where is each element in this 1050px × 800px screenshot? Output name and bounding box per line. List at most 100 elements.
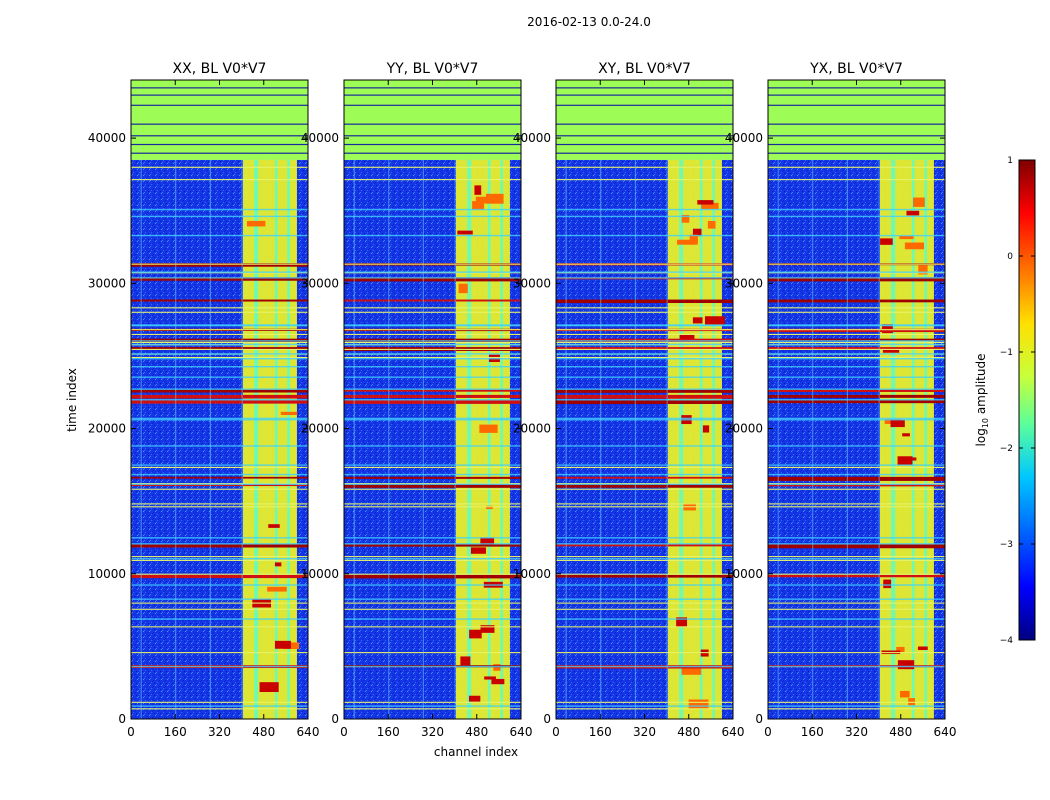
rfi-line [768, 665, 945, 668]
rfi-line [344, 341, 521, 343]
panel-title: XY, BL V0*V7 [598, 61, 691, 77]
rfi-line [556, 488, 733, 490]
y-tick-label: 40000 [301, 131, 339, 145]
rfi-line [131, 341, 308, 343]
rfi-line [768, 544, 945, 549]
x-tick-label: 480 [889, 725, 912, 739]
rfi-line [556, 343, 733, 346]
rfi-line [344, 559, 521, 561]
rfi-line [131, 329, 308, 331]
rfi-line [131, 544, 308, 548]
rfi-line [768, 556, 945, 558]
hot-patch [484, 676, 496, 680]
rfi-line [768, 328, 945, 333]
band-gap [287, 159, 291, 719]
y-tick-label: 10000 [88, 567, 126, 581]
rfi-line [131, 394, 308, 399]
rfi-line [131, 208, 308, 211]
rfi-line [131, 234, 308, 237]
rfi-line [556, 340, 733, 342]
rfi-line [344, 708, 521, 710]
rfi-line [131, 483, 308, 486]
hot-patch [702, 425, 710, 433]
rfi-line [131, 347, 308, 350]
rfi-line [556, 506, 733, 508]
rfi-line [344, 537, 521, 539]
rfi-line [768, 277, 945, 279]
x-tick-label: 160 [164, 725, 187, 739]
x-tick-label: 320 [633, 725, 656, 739]
hot-patch [899, 235, 914, 240]
rfi-line [768, 464, 945, 466]
rfi-line [556, 483, 733, 486]
rfi-line [344, 483, 521, 486]
hot-patch [701, 202, 719, 210]
channel-line [812, 159, 814, 719]
rfi-line [344, 445, 521, 447]
rfi-line [131, 626, 308, 628]
hot-patch [280, 411, 298, 416]
hot-patch [900, 690, 910, 698]
hot-patch [692, 317, 703, 324]
hot-patch [882, 348, 900, 353]
hot-patch [268, 524, 280, 528]
rfi-line [344, 665, 521, 668]
flag-line [768, 135, 945, 137]
rfi-line [344, 358, 521, 360]
rfi-line [131, 215, 308, 218]
rfi-line [768, 263, 945, 265]
rfi-line [768, 215, 945, 218]
flag-line [131, 152, 308, 154]
rfi-line [768, 488, 945, 490]
flagged-region [768, 80, 945, 160]
hot-patch [908, 698, 916, 706]
hot-patch [917, 646, 928, 651]
rfi-line [556, 356, 733, 359]
band-gap [699, 159, 703, 719]
band-gap [679, 159, 684, 719]
hot-patch [480, 537, 495, 546]
rfi-line [344, 573, 521, 575]
rfi-line [556, 348, 733, 350]
panel-title: YY, BL V0*V7 [386, 61, 479, 77]
rfi-line [768, 234, 945, 237]
rfi-line [344, 340, 521, 342]
rfi-line [344, 483, 521, 488]
flag-line [768, 104, 945, 106]
rfi-line [556, 333, 733, 335]
rfi-line [344, 608, 521, 610]
rfi-line [556, 665, 733, 668]
channel-line [878, 159, 880, 719]
rfi-line [131, 445, 308, 447]
y-tick-label: 0 [118, 712, 126, 726]
rfi-line [344, 324, 521, 326]
rfi-line [556, 417, 733, 420]
rfi-line [768, 537, 945, 539]
x-tick-label: 480 [677, 725, 700, 739]
rfi-line [344, 558, 521, 560]
channel-line [140, 159, 142, 719]
rfi-line [344, 400, 521, 404]
rfi-line [556, 179, 733, 181]
rfi-line [344, 544, 521, 547]
rfi-line [131, 299, 308, 302]
colorbar-tick-label: −2 [1000, 444, 1013, 454]
flagged-region [556, 80, 733, 160]
hot-patch [485, 193, 504, 204]
rfi-line [344, 356, 521, 359]
rfi-line [344, 215, 521, 218]
rfi-line [131, 598, 308, 600]
rfi-line [768, 179, 945, 181]
rfi-line [131, 559, 308, 561]
rfi-line [344, 299, 521, 302]
flag-line [768, 143, 945, 146]
colorbar-tick-label: −1 [1000, 348, 1013, 358]
rfi-line [131, 340, 308, 342]
rfi-line [768, 329, 945, 331]
rfi-line [556, 445, 733, 447]
rfi-line [768, 705, 945, 707]
flag-line [344, 104, 521, 106]
rfi-line [556, 353, 733, 355]
rfi-line [344, 543, 521, 545]
rfi-line [768, 573, 945, 575]
